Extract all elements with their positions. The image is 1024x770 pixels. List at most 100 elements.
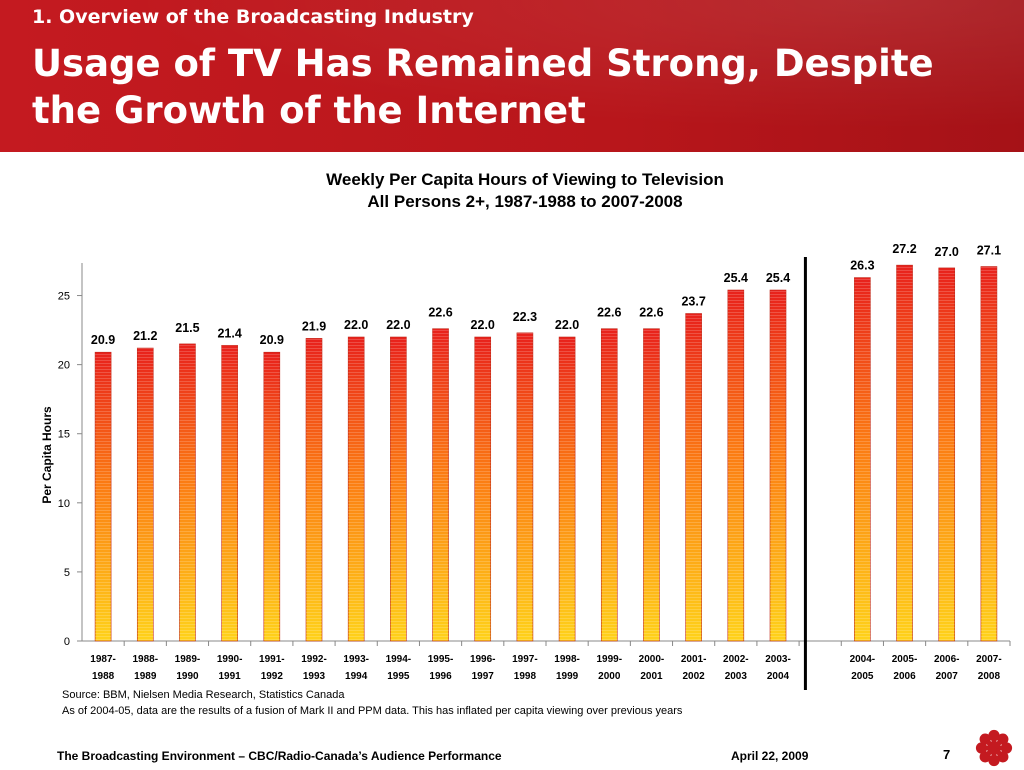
x-tick-label: 1994- bbox=[386, 654, 412, 665]
x-tick-label: 1990 bbox=[176, 671, 199, 682]
x-tick-label: 1993 bbox=[303, 671, 326, 682]
x-tick-label: 1988 bbox=[92, 671, 115, 682]
y-tick-label: 0 bbox=[64, 636, 70, 648]
data-label: 22.6 bbox=[597, 306, 621, 320]
bar-texture bbox=[221, 345, 238, 641]
x-tick-label: 2008 bbox=[978, 671, 1001, 682]
x-tick-label: 1999- bbox=[596, 654, 622, 665]
bar-texture bbox=[938, 267, 955, 641]
x-tick-label: 2005- bbox=[892, 654, 918, 665]
x-tick-label: 2006- bbox=[934, 654, 960, 665]
data-label: 21.2 bbox=[133, 329, 157, 343]
bar-texture bbox=[559, 337, 576, 641]
y-tick-label: 20 bbox=[58, 360, 70, 372]
methodology-note: As of 2004-05, data are the results of a… bbox=[62, 705, 683, 717]
x-tick-label: 1995- bbox=[428, 654, 454, 665]
chart-bars bbox=[94, 264, 998, 642]
bar-texture bbox=[727, 290, 744, 641]
page-number: 7 bbox=[943, 747, 951, 762]
data-label: 21.5 bbox=[175, 321, 199, 335]
bar-texture bbox=[980, 266, 997, 641]
data-label: 23.7 bbox=[681, 295, 705, 309]
bar-texture bbox=[432, 328, 449, 641]
data-label: 25.4 bbox=[724, 271, 748, 285]
y-tick-label: 5 bbox=[64, 567, 70, 579]
x-tick-label: 2005 bbox=[851, 671, 874, 682]
bar-texture bbox=[348, 337, 365, 641]
bar-texture bbox=[390, 337, 407, 641]
bar-texture bbox=[643, 328, 660, 641]
x-tick-label: 1992- bbox=[301, 654, 327, 665]
bar-texture bbox=[685, 313, 702, 641]
y-tick-label: 15 bbox=[58, 429, 70, 441]
data-label: 26.3 bbox=[850, 259, 874, 273]
data-label: 27.0 bbox=[935, 245, 959, 259]
x-tick-label: 2004- bbox=[850, 654, 876, 665]
data-label: 22.3 bbox=[513, 310, 537, 324]
x-tick-label: 1997- bbox=[512, 654, 538, 665]
x-tick-label: 1994 bbox=[345, 671, 368, 682]
bar-texture bbox=[896, 265, 913, 641]
bar-texture bbox=[95, 352, 112, 641]
logo-spoke bbox=[985, 739, 995, 749]
data-label: 27.1 bbox=[977, 244, 1001, 258]
logo-petal bbox=[1000, 742, 1013, 754]
x-tick-label: 1997 bbox=[472, 671, 495, 682]
chart-source-note: Source: BBM, Nielsen Media Research, Sta… bbox=[62, 687, 682, 719]
bar-texture bbox=[770, 290, 786, 641]
data-label: 22.0 bbox=[386, 318, 410, 332]
y-tick-label: 25 bbox=[58, 291, 70, 303]
logo-spoke bbox=[984, 745, 992, 751]
logo-spoke bbox=[996, 745, 1004, 751]
x-tick-label: 2000 bbox=[598, 671, 621, 682]
bar-texture bbox=[601, 328, 618, 641]
x-tick-label: 2003 bbox=[725, 671, 748, 682]
x-tick-label: 2006 bbox=[893, 671, 916, 682]
x-tick-label: 1993- bbox=[343, 654, 369, 665]
bar-texture bbox=[854, 277, 871, 641]
bar-texture bbox=[516, 332, 533, 641]
x-tick-label: 1996- bbox=[470, 654, 496, 665]
x-tick-label: 1999 bbox=[556, 671, 579, 682]
x-tick-label: 1998 bbox=[514, 671, 537, 682]
chart-title: Weekly Per Capita Hours of Viewing to Te… bbox=[326, 170, 724, 189]
logo-spoke bbox=[993, 747, 1003, 757]
logo-spoke bbox=[993, 739, 1003, 749]
data-label: 21.4 bbox=[217, 326, 241, 340]
footer-title: The Broadcasting Environment – CBC/Radio… bbox=[57, 749, 502, 763]
x-tick-label: 1988- bbox=[132, 654, 158, 665]
bar-texture bbox=[306, 338, 322, 641]
data-label: 27.2 bbox=[892, 242, 916, 256]
x-tick-label: 1989- bbox=[175, 654, 201, 665]
data-label: 20.9 bbox=[260, 333, 284, 347]
x-tick-label: 1996 bbox=[429, 671, 452, 682]
data-label: 22.0 bbox=[555, 318, 579, 332]
x-tick-label: 2007- bbox=[976, 654, 1002, 665]
x-tick-label: 1995 bbox=[387, 671, 410, 682]
x-tick-label: 2000- bbox=[639, 654, 665, 665]
bar-texture bbox=[137, 348, 154, 641]
logo-petal bbox=[988, 729, 1000, 742]
cbc-gem-icon bbox=[975, 729, 1013, 767]
bar-texture bbox=[179, 343, 196, 641]
x-tick-label: 1987- bbox=[90, 654, 116, 665]
data-label: 22.0 bbox=[344, 318, 368, 332]
logo-petal bbox=[975, 742, 988, 754]
x-tick-label: 1989 bbox=[134, 671, 157, 682]
logo-petal bbox=[988, 754, 1000, 767]
x-tick-label: 1992 bbox=[261, 671, 284, 682]
footer-date: April 22, 2009 bbox=[731, 749, 809, 763]
data-label: 21.9 bbox=[302, 319, 326, 333]
x-tick-label: 2001 bbox=[640, 671, 663, 682]
page-title: Usage of TV Has Remained Strong, Despite… bbox=[32, 42, 934, 133]
slide-header: 1. Overview of the Broadcasting Industry… bbox=[0, 0, 1024, 152]
data-label: 20.9 bbox=[91, 333, 115, 347]
x-tick-label: 2003- bbox=[765, 654, 791, 665]
x-tick-label: 1991- bbox=[259, 654, 285, 665]
logo-spoke bbox=[985, 747, 995, 757]
section-title: 1. Overview of the Broadcasting Industry bbox=[32, 6, 474, 28]
source-line: Source: BBM, Nielsen Media Research, Sta… bbox=[62, 689, 345, 701]
data-label: 22.0 bbox=[471, 318, 495, 332]
bar-texture bbox=[474, 337, 491, 641]
x-tick-label: 1991 bbox=[219, 671, 242, 682]
